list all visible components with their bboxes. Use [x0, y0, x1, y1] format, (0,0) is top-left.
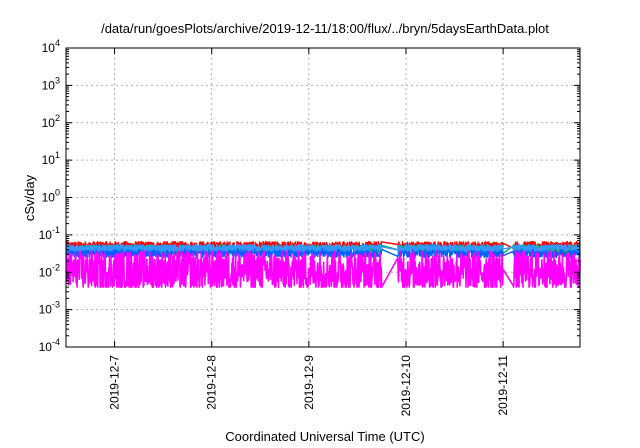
y-tick-label: 101 [42, 150, 60, 167]
x-tick-label: 2019-12-11 [496, 355, 510, 416]
y-tick-label: 10-2 [39, 262, 60, 279]
x-tick-labels: 2019-12-7 2019-12-8 2019-12-9 2019-12-10 201… [108, 355, 511, 417]
y-tick-labels: 10-4 10-3 10-2 10-1 100 101 102 103 104 [39, 38, 60, 354]
y-tick-label: 10-3 [39, 300, 60, 317]
y-tick-label: 104 [42, 38, 60, 55]
x-tick-label: 2019-12-7 [108, 355, 122, 410]
series-group [65, 240, 581, 288]
y-tick-label: 10-4 [39, 337, 60, 354]
chart-title: /data/run/goesPlots/archive/2019-12-11/1… [101, 21, 549, 36]
y-tick-label: 102 [42, 113, 60, 130]
x-tick-label: 2019-12-8 [205, 355, 219, 410]
y-tick-label: 100 [42, 188, 60, 205]
y-axis-label: cSv/day [22, 174, 37, 221]
series-line-3 [65, 247, 581, 259]
series-line-4 [65, 243, 581, 252]
x-axis-label: Coordinated Universal Time (UTC) [225, 429, 424, 444]
axis-ticks [66, 47, 580, 348]
grid [66, 48, 580, 347]
x-tick-label: 2019-12-9 [302, 355, 316, 410]
y-tick-label: 10-1 [39, 225, 60, 242]
series-line-5 [65, 249, 581, 288]
y-tick-label: 103 [42, 75, 60, 92]
x-tick-label: 2019-12-10 [399, 355, 413, 417]
